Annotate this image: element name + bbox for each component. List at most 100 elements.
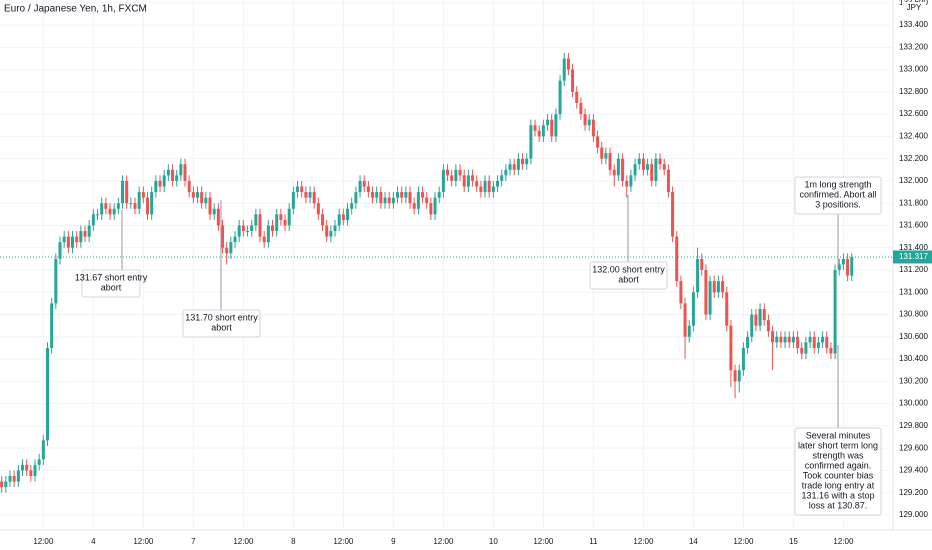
candle-body xyxy=(779,336,783,343)
candle-body xyxy=(291,192,295,209)
candle-body xyxy=(46,347,50,441)
candle-body xyxy=(8,475,12,482)
candle-body xyxy=(591,119,595,137)
candle-body xyxy=(796,336,800,348)
candle-body xyxy=(771,331,775,343)
candle-body xyxy=(362,180,366,187)
annotation-box xyxy=(81,269,141,298)
annotation-text: confirmed. Abort all xyxy=(799,189,876,199)
candle-body xyxy=(71,236,75,248)
candle-body xyxy=(425,197,429,204)
candle-body xyxy=(266,225,270,243)
candle-body xyxy=(166,169,170,176)
y-tick-label: 129.800 xyxy=(899,421,928,430)
annotation-text: 131.67 short entry xyxy=(75,272,148,282)
x-tick-label: 8 xyxy=(291,537,296,546)
candle-body xyxy=(416,192,420,209)
candle-body xyxy=(825,336,829,348)
candle-body xyxy=(271,225,275,232)
candle-body xyxy=(216,208,220,226)
candle-body xyxy=(208,197,212,215)
annotation-text: Several minutes xyxy=(806,430,871,440)
candle-body xyxy=(837,264,841,271)
annotation-box xyxy=(182,309,261,338)
y-tick-label: 130.800 xyxy=(899,310,928,319)
candle-body xyxy=(437,192,441,198)
candle-body xyxy=(300,186,304,193)
candle-body xyxy=(746,336,750,348)
candle-body xyxy=(383,197,387,204)
candle-body xyxy=(721,281,725,293)
candle-body xyxy=(716,281,720,293)
x-tick-label: 11 xyxy=(589,537,598,546)
candle-body xyxy=(354,192,358,204)
candle-body xyxy=(112,208,116,215)
annotation-box xyxy=(794,427,882,516)
candle-body xyxy=(800,347,804,354)
candle-body xyxy=(100,203,104,215)
annotation-box xyxy=(794,176,882,215)
candle-body xyxy=(725,292,729,326)
candle-body xyxy=(633,164,637,176)
candle-body xyxy=(558,80,562,115)
candle-body xyxy=(308,192,312,198)
candle-body xyxy=(675,236,679,282)
annotation-text: 1m long strength xyxy=(804,179,871,189)
x-tick-label: 12:00 xyxy=(633,537,654,546)
candle-body xyxy=(258,214,262,237)
candle-body xyxy=(533,125,537,131)
candle-body xyxy=(450,175,454,181)
candle-body xyxy=(341,214,345,220)
candle-body xyxy=(429,203,433,215)
candle-body xyxy=(666,169,670,193)
candle-body xyxy=(646,164,650,170)
y-tick-label: 131.000 xyxy=(899,287,928,296)
candle-body xyxy=(787,336,791,343)
candle-body xyxy=(358,180,362,193)
x-tick-label: 12:00 xyxy=(533,537,554,546)
candle-body xyxy=(554,114,558,137)
candle-body xyxy=(575,91,579,103)
candle-body xyxy=(325,225,329,237)
y-tick-label: 130.400 xyxy=(899,354,928,363)
annotation-text: confirmed again. xyxy=(805,460,872,470)
candle-body xyxy=(12,475,16,482)
candle-body xyxy=(446,169,450,176)
candle-body xyxy=(687,325,691,337)
candle-body xyxy=(379,192,383,204)
candle-body xyxy=(662,164,666,170)
candle-body xyxy=(608,153,612,170)
candle-body xyxy=(104,203,108,209)
candle-body xyxy=(179,164,183,176)
candle-body xyxy=(529,125,533,159)
candle-body xyxy=(400,192,404,198)
candle-body xyxy=(191,192,195,198)
candle-body xyxy=(612,169,616,176)
candle-body xyxy=(691,292,695,326)
candle-body xyxy=(346,208,350,220)
currency-box xyxy=(902,2,926,14)
candle-body xyxy=(475,180,479,187)
candle-body xyxy=(200,192,204,204)
candle-body xyxy=(316,203,320,215)
y-tick-label: 132.400 xyxy=(899,132,928,141)
candle-body xyxy=(33,464,37,476)
candle-body xyxy=(471,175,475,181)
candle-body xyxy=(454,169,458,181)
grid xyxy=(0,0,893,530)
y-tick-label: 130.200 xyxy=(899,376,928,385)
y-tick-label: 132.200 xyxy=(899,154,928,163)
candle-body xyxy=(562,58,566,81)
annotation-text: 3 positions. xyxy=(815,199,861,209)
candle-body xyxy=(146,197,150,215)
y-tick-label: 132.600 xyxy=(899,109,928,118)
candle-body xyxy=(21,464,25,471)
candle-body xyxy=(521,158,525,165)
candle-body xyxy=(704,270,708,315)
candle-body xyxy=(212,208,216,215)
candle-body xyxy=(708,281,712,315)
candle-body xyxy=(96,214,100,216)
candle-body xyxy=(487,180,491,193)
candle-body xyxy=(479,186,483,193)
